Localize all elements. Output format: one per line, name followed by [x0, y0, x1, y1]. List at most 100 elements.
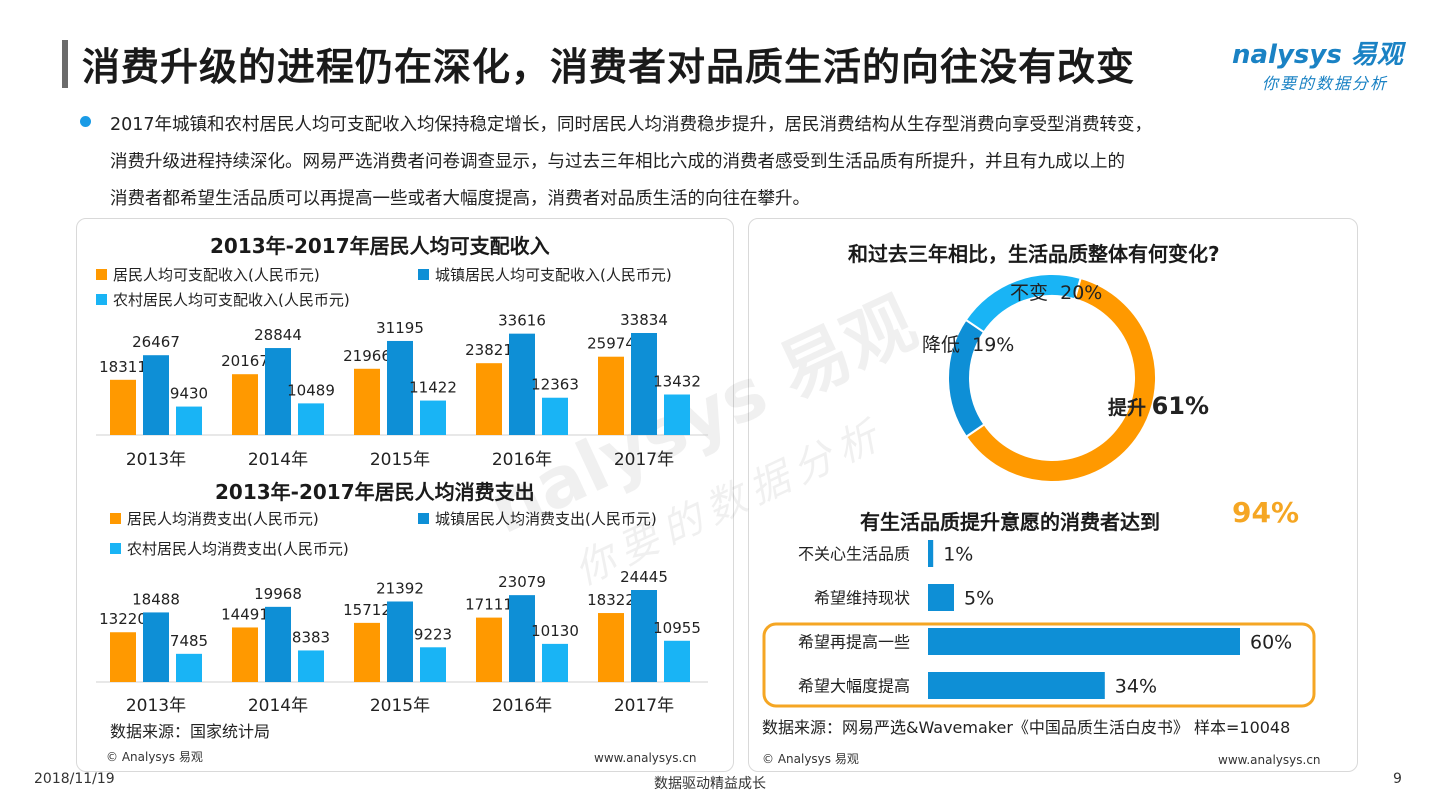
bar	[928, 672, 1105, 699]
quality-change-donut	[947, 273, 1157, 483]
category-label: 不关心生活品质	[798, 545, 910, 564]
category-tick-label: 2015年	[370, 450, 430, 470]
left-url: www.analysys.cn	[594, 751, 697, 765]
legend-label: 居民人均消费支出(人民币元)	[127, 510, 319, 528]
spending-legend-item: 居民人均消费支出(人民币元)	[110, 508, 319, 529]
right-copyright: © Analysys 易观	[762, 752, 859, 766]
category-tick-label: 2013年	[126, 696, 186, 716]
spending-bar-chart: 13220 18488 7485 2013年 14491 19968 8383 2014年 15…	[96, 568, 708, 716]
intent-bar-chart: 不关心生活品质 1% 希望维持现状 5% 希望再提高一些 60% 希望大幅度提高 34%	[762, 540, 1316, 708]
legend-swatch	[96, 294, 107, 305]
spending-legend-item: 城镇居民人均消费支出(人民币元)	[418, 508, 657, 529]
bar-value-label: 10130	[531, 622, 579, 640]
bar	[631, 333, 657, 435]
bar-value-label: 9430	[170, 385, 208, 403]
bar-value-label: 9223	[414, 625, 452, 643]
left-source-note: 数据来源：国家统计局	[110, 722, 271, 741]
bullet-line-1: 2017年城镇和农村居民人均可支配收入均保持稳定增长，同时居民人均消费稳步提升，…	[110, 115, 1153, 135]
bar	[509, 333, 535, 435]
bar-value-label: 13432	[653, 373, 701, 391]
bar	[387, 340, 413, 435]
bar	[232, 374, 258, 435]
bar	[420, 647, 446, 682]
category-tick-label: 2014年	[248, 696, 308, 716]
donut-slice	[964, 273, 1082, 334]
category-tick-label: 2013年	[126, 450, 186, 470]
bar-value-label: 13220	[99, 610, 147, 628]
bullet-icon	[80, 116, 91, 127]
bullet-line-2: 消费升级进程持续深化。网易严选消费者问卷调查显示，与过去三年相比六成的消费者感受…	[110, 152, 1125, 172]
bar-value-label: 19968	[254, 585, 302, 603]
footer-slogan: 数据驱动精益成长	[654, 776, 766, 792]
bar	[110, 632, 136, 682]
income-bar-chart: 18311 26467 9430 2013年 20167 28844 10489 2014年 2…	[96, 311, 708, 470]
bar	[298, 403, 324, 435]
bar	[631, 590, 657, 682]
bar	[664, 640, 690, 682]
bar-value-label: 34%	[1115, 676, 1157, 698]
bar	[542, 397, 568, 435]
intent-highlight-value: 94%	[1232, 496, 1300, 529]
income-chart-title: 2013年-2017年居民人均可支配收入	[210, 234, 550, 258]
footer-date: 2018/11/19	[34, 771, 115, 787]
bar-value-label: 1%	[943, 544, 973, 566]
intent-chart-title: 有生活品质提升意愿的消费者达到	[860, 510, 1160, 534]
legend-label: 城镇居民人均可支配收入(人民币元)	[435, 266, 672, 284]
bar	[598, 356, 624, 435]
legend-swatch	[418, 269, 429, 280]
income-legend-item: 农村居民人均可支配收入(人民币元)	[96, 289, 350, 310]
bar	[354, 622, 380, 682]
bar	[176, 406, 202, 435]
income-legend-item: 城镇居民人均可支配收入(人民币元)	[418, 264, 672, 285]
slice-label: 不变	[1010, 282, 1049, 304]
bar	[265, 348, 291, 435]
bar-value-label: 10489	[287, 381, 335, 399]
analysys-logo: nalysys 易观	[1232, 40, 1403, 70]
bar-value-label: 5%	[964, 588, 994, 610]
donut-label-unchanged: 不变 20%	[1010, 278, 1102, 305]
legend-swatch	[96, 269, 107, 280]
bar-value-label: 15712	[343, 601, 391, 619]
slice-value: 19%	[972, 334, 1015, 356]
bar-value-label: 14491	[221, 605, 269, 623]
category-tick-label: 2016年	[492, 450, 552, 470]
right-url: www.analysys.cn	[1218, 753, 1321, 767]
bar-value-label: 33616	[498, 312, 546, 330]
bar	[232, 627, 258, 682]
highlight-frame	[762, 622, 1316, 708]
bar	[265, 606, 291, 682]
bar	[509, 595, 535, 682]
category-label: 希望维持现状	[814, 589, 910, 608]
bar	[928, 540, 934, 567]
bar-value-label: 21392	[376, 579, 424, 597]
legend-label: 城镇居民人均消费支出(人民币元)	[435, 510, 657, 528]
spending-legend-item: 农村居民人均消费支出(人民币元)	[110, 538, 349, 559]
category-tick-label: 2015年	[370, 696, 430, 716]
bar	[354, 368, 380, 435]
bar-value-label: 8383	[292, 628, 330, 646]
slice-value: 61%	[1151, 392, 1210, 420]
donut-chart-title: 和过去三年相比，生活品质整体有何变化?	[848, 242, 1220, 266]
bar	[143, 355, 169, 435]
bar-value-label: 10955	[653, 619, 701, 637]
bar	[143, 612, 169, 682]
bar-value-label: 28844	[254, 326, 302, 344]
bar-value-label: 17111	[465, 596, 513, 614]
legend-swatch	[418, 513, 429, 524]
bar-value-label: 24445	[620, 568, 668, 586]
bar-value-label: 23821	[465, 341, 513, 359]
legend-label: 农村居民人均消费支出(人民币元)	[127, 540, 349, 558]
donut-label-increase: 提升 61%	[1108, 392, 1209, 420]
legend-swatch	[110, 513, 121, 524]
bar	[476, 617, 502, 682]
bar-value-label: 23079	[498, 573, 546, 591]
footer-page-number: 9	[1393, 771, 1402, 787]
bar	[476, 363, 502, 435]
slice-value: 20%	[1060, 282, 1103, 304]
bar-value-label: 33834	[620, 311, 668, 329]
bar	[176, 653, 202, 682]
bar-value-label: 12363	[531, 376, 579, 394]
bar	[420, 400, 446, 435]
logo-slogan: 你要的数据分析	[1262, 74, 1389, 93]
legend-label: 农村居民人均可支配收入(人民币元)	[113, 291, 350, 309]
